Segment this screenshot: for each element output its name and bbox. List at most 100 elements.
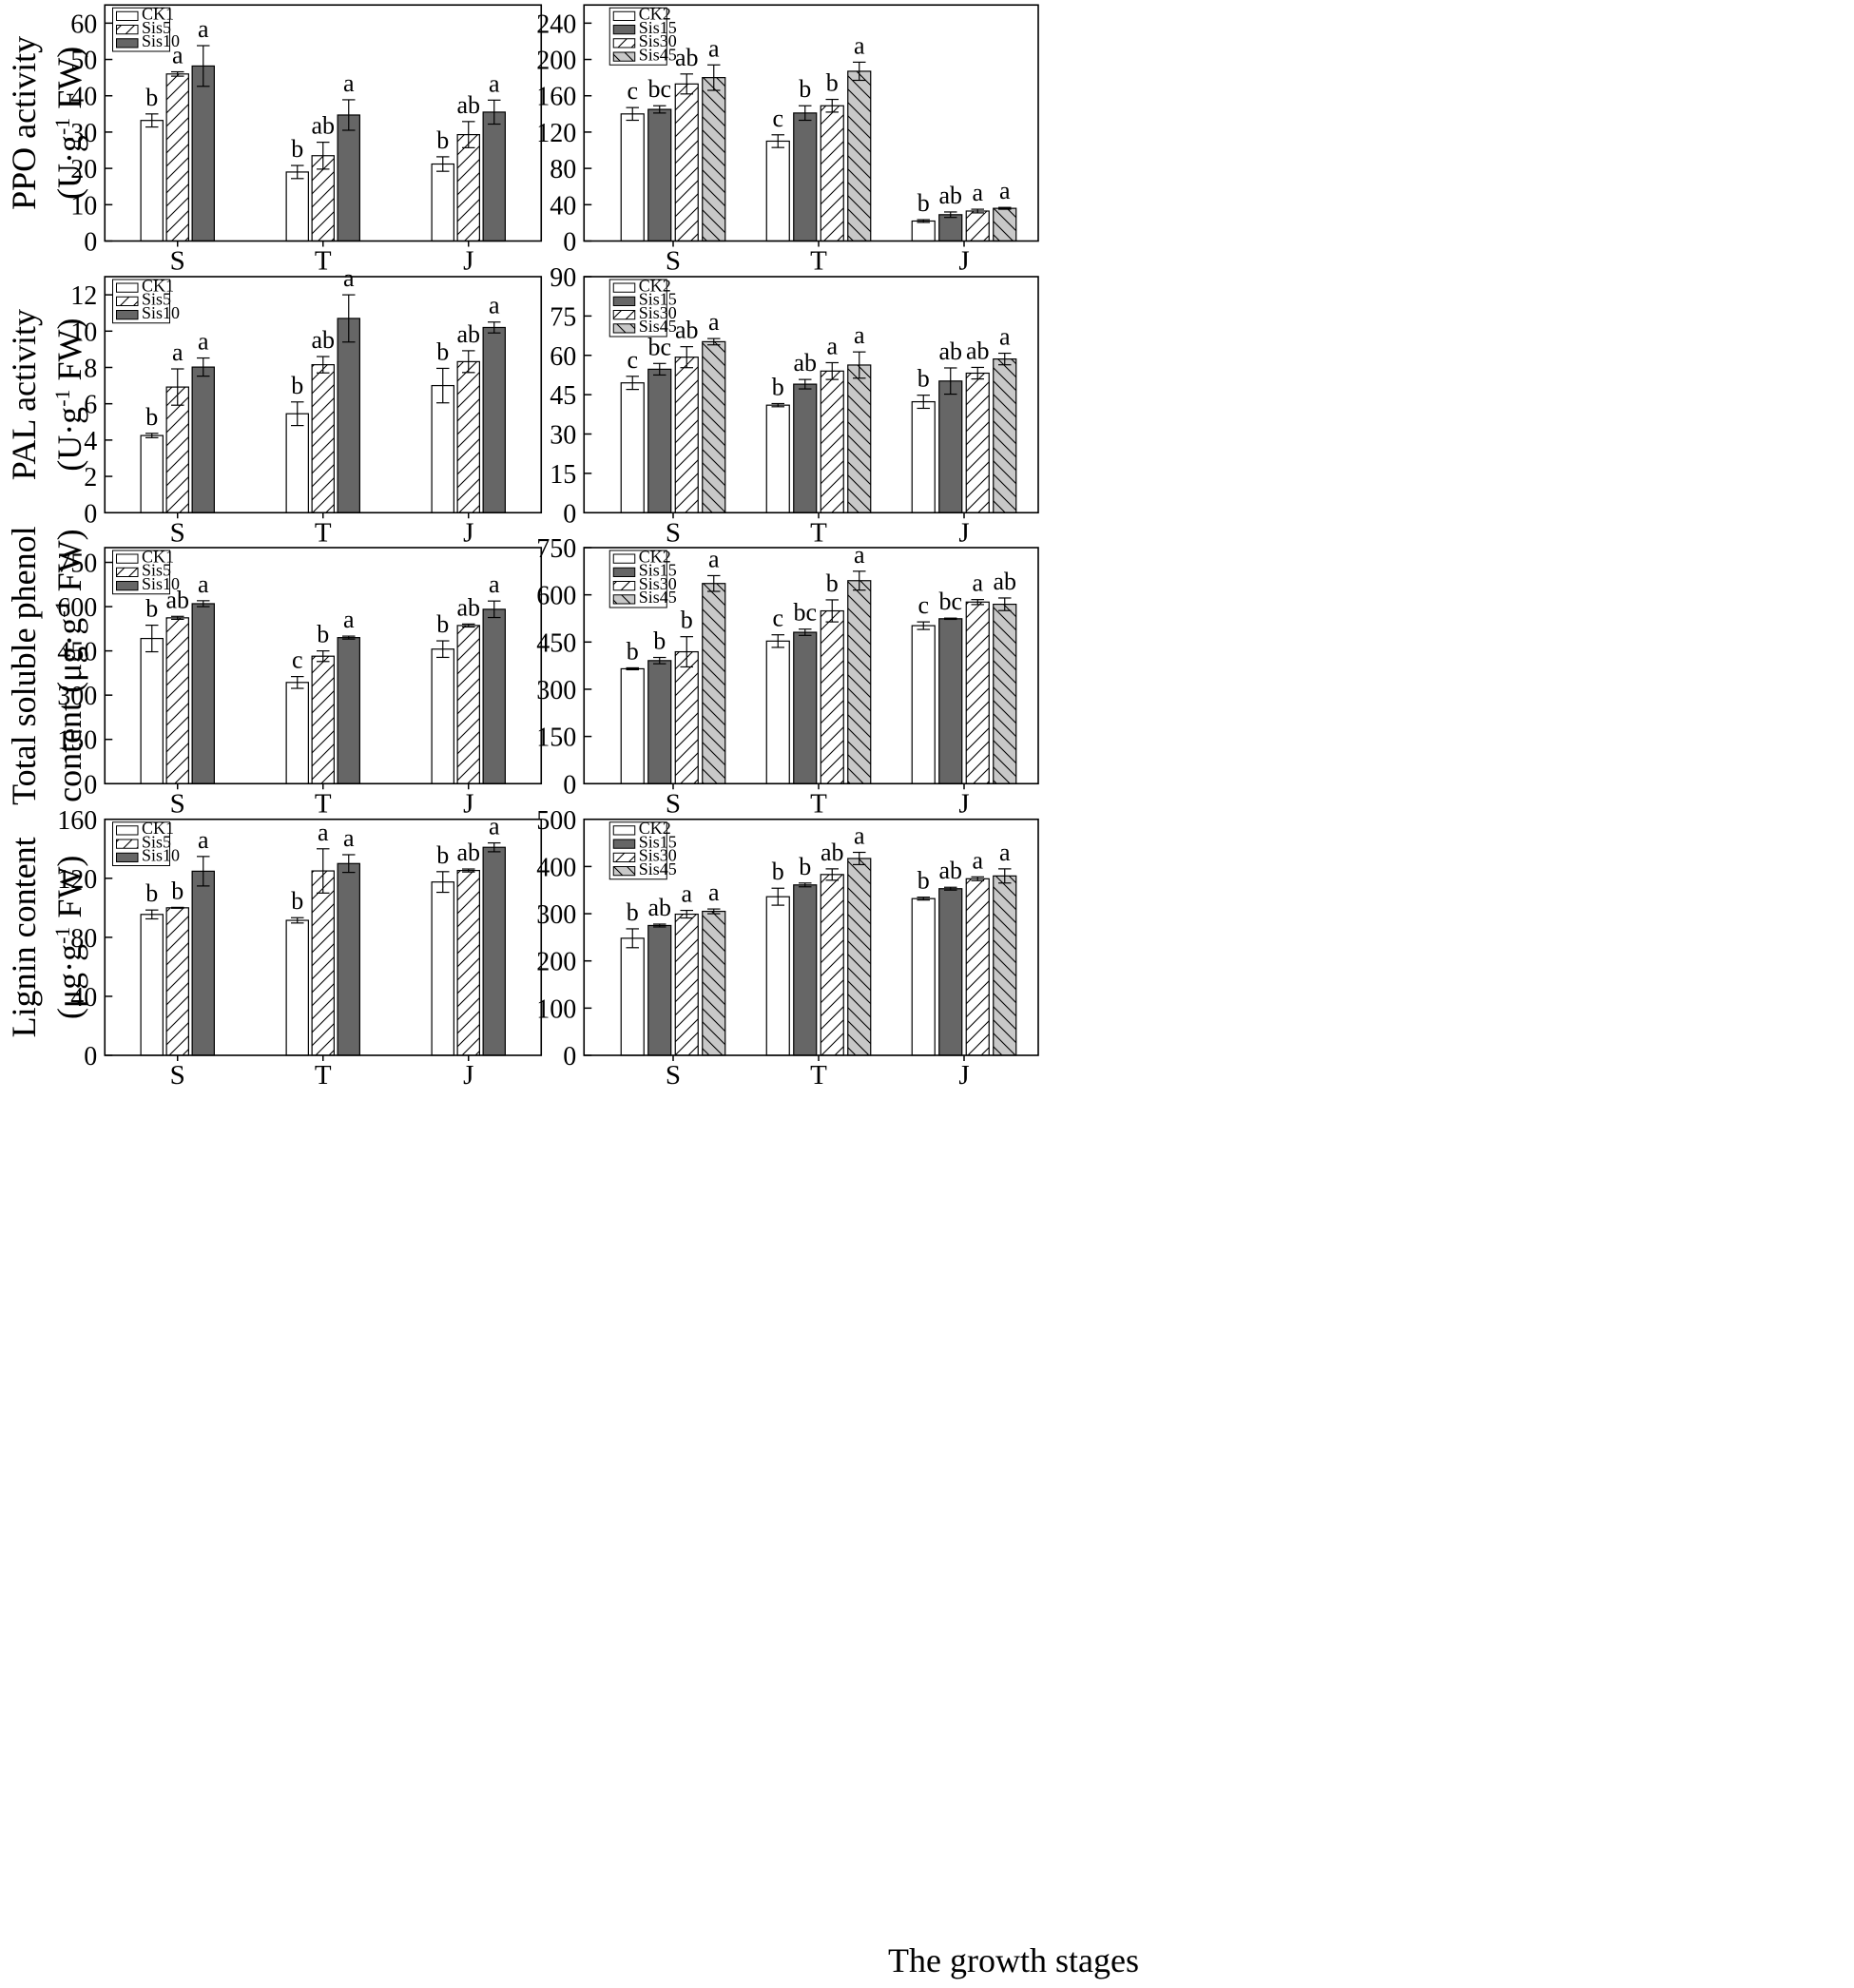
y-axis-unit: (U·g-1 FW) — [50, 318, 88, 471]
significance-letter: a — [972, 846, 983, 874]
bar-sis5-j — [456, 869, 480, 1056]
significance-letter: bc — [647, 333, 671, 360]
x-category-label: S — [666, 246, 681, 277]
bar-ck1-j — [431, 648, 454, 784]
y-unit-tail: FW) — [50, 856, 88, 927]
significance-letter: a — [198, 570, 209, 598]
bar-sis30-j — [965, 210, 990, 242]
legend-label: CK1 — [142, 5, 174, 24]
legend-label: Sis15 — [639, 561, 677, 580]
significance-letter: c — [627, 346, 638, 374]
legend-label: Sis10 — [142, 303, 180, 322]
x-category-label: J — [958, 1060, 969, 1091]
legend-swatch-ck1 — [116, 553, 139, 564]
significance-letter: ab — [456, 320, 480, 348]
y-tick-label: 150 — [536, 724, 576, 753]
significance-letter: bc — [793, 599, 817, 627]
legend-label: CK2 — [639, 5, 671, 24]
y-tick-label: 60 — [70, 10, 97, 39]
bar-sis45-t — [847, 580, 872, 784]
legend-swatch-sis45 — [612, 323, 636, 334]
y-tick-label: 8 — [84, 354, 97, 383]
legend-swatch-sis15 — [612, 839, 636, 849]
significance-letter: ab — [966, 337, 990, 364]
significance-letter: ab — [311, 112, 335, 140]
significance-letter: c — [917, 591, 929, 619]
bar-sis45-s — [702, 340, 726, 513]
legend-swatch-sis5 — [116, 25, 139, 35]
plot-frame — [583, 547, 1039, 785]
legend-label: Sis45 — [639, 45, 677, 64]
significance-letter: a — [972, 569, 983, 597]
significance-letter: ab — [456, 593, 480, 621]
significance-letter: a — [198, 15, 209, 43]
bar-sis5-s — [165, 617, 189, 784]
legend-swatch-sis15 — [612, 567, 636, 577]
y-unit-tail: FW) — [50, 318, 88, 389]
significance-letter: a — [343, 264, 355, 292]
significance-letter: b — [627, 637, 639, 665]
x-category-label: T — [315, 517, 332, 548]
bar-sis30-j — [965, 878, 990, 1056]
legend-swatch-sis10 — [116, 38, 139, 48]
y-unit-tail: FW) — [50, 529, 88, 600]
bar-sis10-j — [482, 326, 506, 513]
y-tick-label: 10 — [70, 318, 97, 347]
bar-ck2-j — [911, 400, 936, 513]
significance-letter: a — [318, 819, 329, 846]
significance-letter: a — [343, 824, 355, 852]
y-tick-label: 750 — [57, 550, 97, 579]
bar-sis45-j — [993, 358, 1017, 513]
legend-swatch-ck2 — [612, 10, 636, 21]
legend-swatch-sis30 — [612, 310, 636, 320]
bar-ck2-j — [911, 625, 936, 784]
significance-letter: a — [489, 292, 500, 319]
significance-letter: ab — [456, 839, 480, 866]
bar-sis5-j — [456, 625, 480, 784]
bar-sis5-t — [311, 655, 335, 784]
significance-letter: a — [999, 839, 1011, 866]
significance-letter: a — [972, 179, 983, 206]
y-tick-label: 240 — [536, 10, 576, 39]
y-tick-label: 100 — [536, 994, 576, 1024]
y-unit-base: (U·g — [50, 135, 88, 200]
y-unit-sup: -1 — [50, 600, 74, 617]
y-tick-label: 75 — [550, 302, 576, 332]
legend-swatch-sis30 — [612, 852, 636, 862]
y-tick-label: 450 — [57, 638, 97, 667]
bar-ck1-s — [140, 120, 164, 242]
bar-ck1-t — [285, 919, 309, 1056]
legend-label: CK2 — [639, 819, 671, 838]
significance-letter: b — [291, 372, 303, 399]
bar-sis5-j — [456, 360, 480, 513]
legend-label: Sis5 — [142, 290, 171, 309]
legend-label: Sis45 — [639, 588, 677, 607]
bar-sis10-j — [482, 846, 506, 1056]
legend-swatch-sis30 — [612, 38, 636, 48]
x-category-label: T — [810, 246, 827, 277]
significance-letter: a — [708, 308, 720, 336]
significance-letter: a — [708, 34, 720, 62]
legend-swatch-ck2 — [612, 825, 636, 836]
bar-sis10-t — [337, 318, 360, 513]
y-tick-label: 40 — [70, 983, 97, 1013]
significance-letter: ab — [821, 839, 844, 866]
y-tick-label: 12 — [70, 281, 97, 311]
significance-letter: ab — [993, 568, 1016, 595]
significance-letter: ab — [456, 91, 480, 119]
y-tick-label: 2 — [84, 463, 97, 492]
significance-letter: a — [854, 321, 865, 349]
bar-sis10-s — [191, 603, 215, 784]
significance-letter: b — [436, 841, 449, 869]
y-tick-label: 200 — [536, 47, 576, 76]
bar-sis15-j — [938, 618, 963, 784]
bar-sis15-t — [793, 884, 818, 1056]
y-axis-title: PPO activity — [5, 36, 43, 210]
bar-sis30-t — [820, 874, 844, 1056]
